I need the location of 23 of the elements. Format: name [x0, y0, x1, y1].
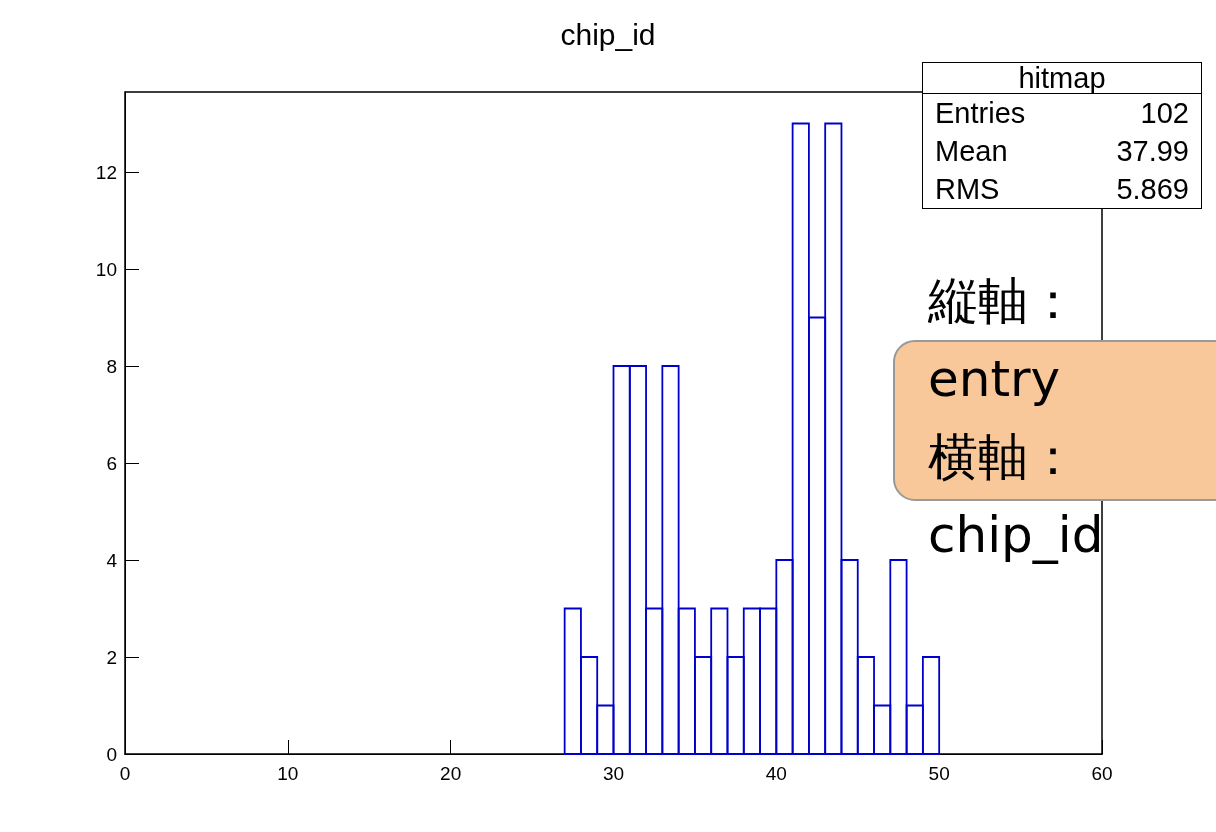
annotation: Mean	[935, 134, 1008, 169]
annotation: RMS	[935, 172, 1000, 207]
x-tick-label: 20	[440, 763, 462, 784]
y-tick-label: 8	[106, 355, 117, 377]
y-tick-label: 10	[95, 258, 117, 280]
annotation: 縦軸： entry 横軸： chip_id	[928, 271, 1104, 566]
x-tick-label: 30	[602, 763, 625, 784]
text: 5.869	[1116, 172, 1189, 207]
chart-title: chip_id	[560, 17, 656, 51]
y-tick-label: 0	[106, 743, 117, 765]
y-tick-label: 2	[106, 646, 117, 668]
x-tick-label: 40	[765, 763, 787, 784]
y-tick-label: 4	[106, 549, 118, 571]
x-tick-label: 0	[119, 763, 131, 784]
y-tick-label: 12	[95, 161, 117, 183]
text: 37.99	[1116, 134, 1189, 169]
text: 102	[1140, 96, 1189, 131]
annotation: hitmap	[923, 62, 1201, 94]
x-tick-label: 50	[928, 763, 950, 784]
y-tick-label: 6	[106, 452, 117, 474]
x-tick-label: 10	[277, 763, 299, 784]
x-tick-label: 60	[1091, 763, 1113, 784]
annotation: Entries	[935, 96, 1026, 131]
